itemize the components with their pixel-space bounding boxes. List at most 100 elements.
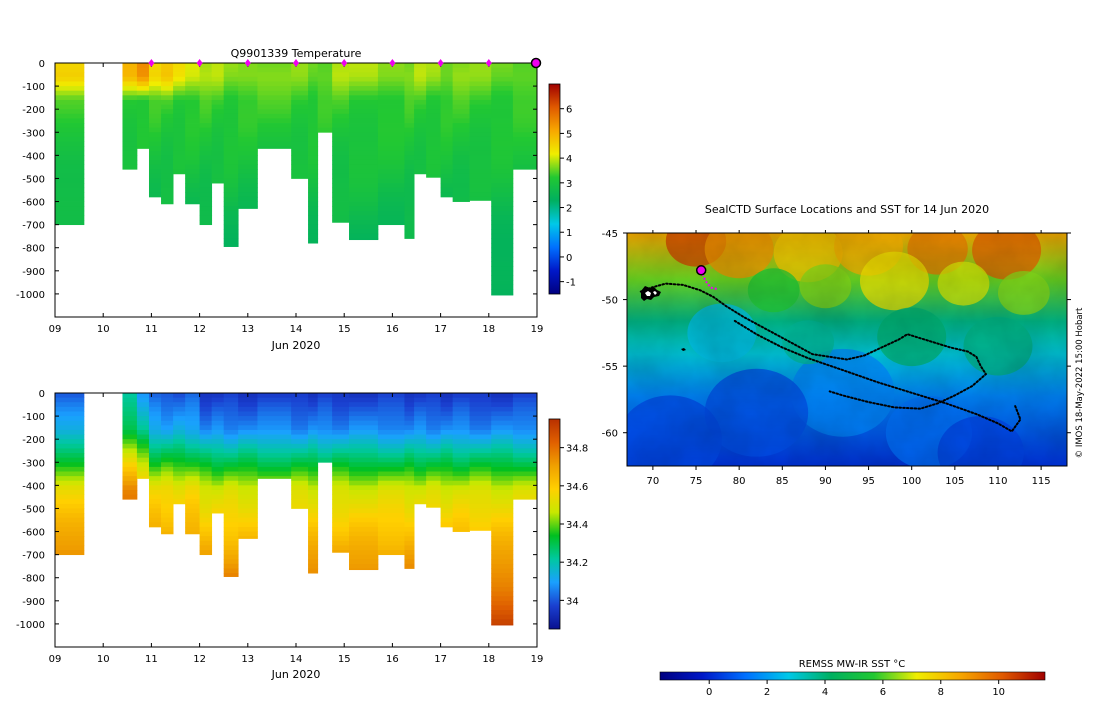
x-tick-label: 14 [290,324,303,335]
section-cell [404,457,415,463]
section-cell [349,72,379,78]
section-cell [122,141,138,147]
section-cell [161,81,174,87]
section-cell [317,416,333,422]
section-cell [332,187,350,193]
section-cell [122,63,138,69]
section-cell [426,476,441,482]
section-cell [238,164,258,170]
section-cell [332,210,350,216]
section-cell [223,99,239,105]
section-cell [377,480,405,486]
section-cell [291,109,309,115]
section-cell [537,215,542,220]
section-cell [426,402,441,408]
section-cell [440,109,454,115]
section-cell [223,573,239,577]
section-cell [440,402,454,408]
section-cell [223,517,239,523]
section-cell [161,471,174,477]
section-cell [491,462,514,468]
section-cell [440,397,454,403]
section-cell [148,411,162,417]
section-cell [55,109,85,115]
section-cell [257,448,292,454]
section-cell [440,183,454,189]
section-cell [185,164,200,170]
section-cell [332,86,350,92]
section-cell [452,141,470,147]
section-cell [349,173,379,179]
section-cell [161,522,174,528]
section-cell [491,573,514,579]
section-cell [291,90,309,96]
section-cell [55,132,85,138]
section-cell [404,499,415,505]
section-cell [440,462,454,468]
section-cell [349,545,379,551]
section-cell [469,489,492,495]
section-cell [332,513,350,519]
section-cell [199,215,213,221]
date-marker [148,59,155,67]
section-cell [512,476,537,482]
section-cell [55,155,85,161]
section-cell [291,457,309,463]
section-cell [211,457,225,463]
section-cell [161,480,174,486]
section-cell [136,127,150,133]
section-cell [238,86,258,92]
section-cell [469,526,492,531]
section-cell [377,109,405,115]
section-cell [173,67,186,73]
section-cell [512,150,537,156]
section-cell [349,536,379,542]
section-cell [257,109,292,115]
section-cell [491,201,514,207]
section-cell [469,517,492,523]
section-cell [426,169,441,175]
section-cell [173,146,186,152]
section-cell [317,127,333,133]
section-cell [332,63,350,69]
section-cell [404,485,415,491]
credit-text: © IMOS 18-May-2022 15:00 Hobart [1075,307,1085,458]
map-x-tick-label: 110 [988,476,1007,487]
section-cell [308,416,319,422]
section-cell [537,518,542,523]
section-cell [452,517,470,523]
section-cell [512,480,537,486]
section-cell [185,150,200,156]
section-cell [223,420,239,426]
section-cell [223,453,239,459]
section-cell [377,178,405,184]
section-cell [148,95,162,101]
section-cell [512,95,537,101]
section-cell [491,531,514,537]
section-cell [136,72,150,78]
section-cell [317,63,333,69]
section-cell [199,109,213,115]
section-cell [469,513,492,519]
section-cell [440,95,454,101]
section-cell [173,480,186,486]
section-cell [377,494,405,500]
section-cell [452,95,470,101]
section-cell [122,95,138,101]
section-cell [404,429,415,435]
section-cell [308,233,319,239]
section-cell [332,550,350,553]
section-cell [185,132,200,138]
section-cell [199,220,213,226]
section-cell [148,159,162,165]
section-cell [148,136,162,142]
section-cell [537,453,542,458]
section-cell [414,118,427,124]
section-cell [211,420,225,426]
section-cell [491,173,514,179]
section-cell [161,476,174,482]
section-cell [440,434,454,440]
section-cell [414,429,427,435]
section-cell [414,457,427,463]
section-cell [377,545,405,551]
